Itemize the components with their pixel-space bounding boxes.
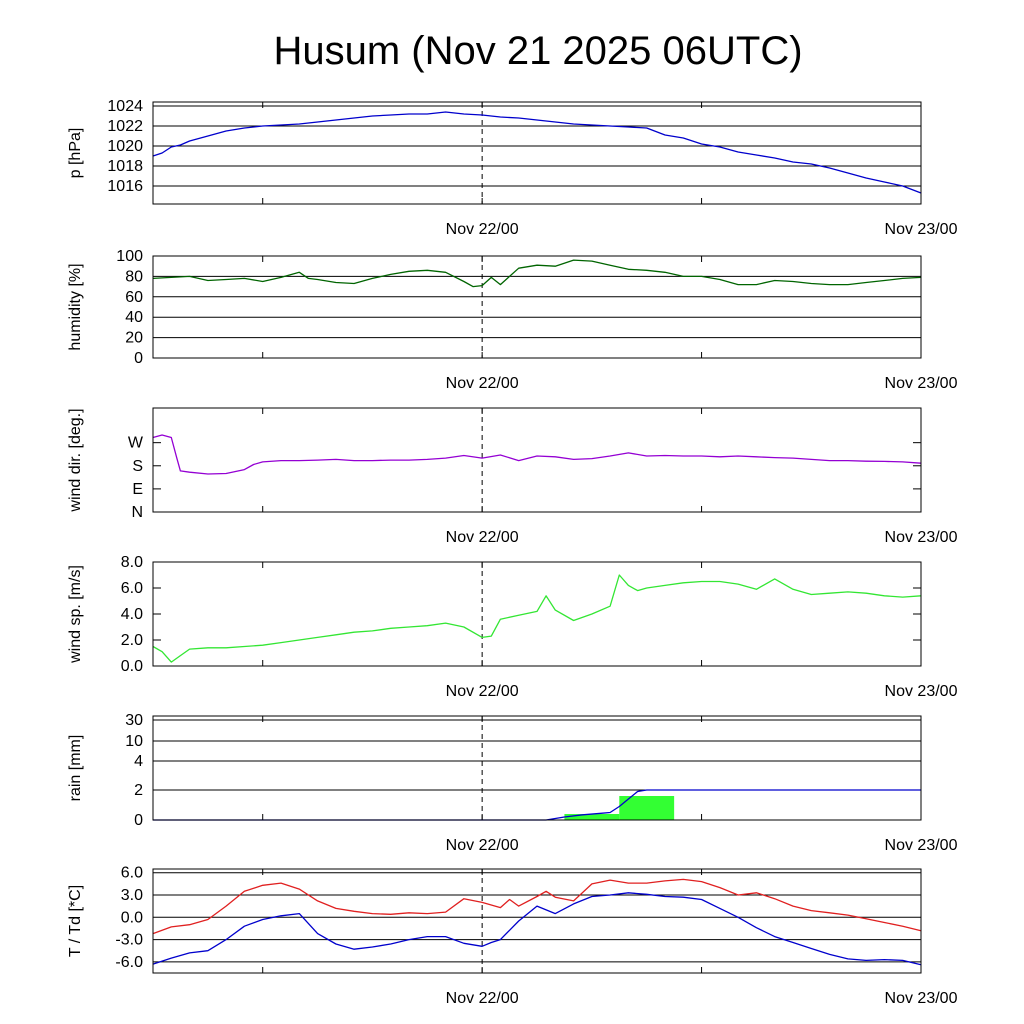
panel-temperature: -6.0 -3.0 0.0 3.0 6.0 T / Td [*C] Nov 22/00 Nov… bbox=[67, 865, 958, 1007]
y-tick-label: 4.0 bbox=[121, 606, 143, 623]
y-tick-label: N bbox=[131, 504, 143, 521]
x-tick-label: Nov 22/00 bbox=[446, 990, 519, 1007]
plot-frame bbox=[152, 255, 922, 359]
y-tick-label: -6.0 bbox=[115, 954, 143, 971]
x-tick-label: Nov 22/00 bbox=[446, 837, 519, 854]
y-tick-label: 100 bbox=[116, 248, 143, 265]
x-tick-label: Nov 23/00 bbox=[885, 990, 958, 1007]
y-tick-label: 0.0 bbox=[121, 658, 143, 675]
y-tick-label: 1018 bbox=[107, 158, 143, 175]
y-tick-label: E bbox=[132, 481, 143, 498]
y-tick-label: 6.0 bbox=[121, 865, 143, 882]
series-line-temperature-0 bbox=[152, 878, 922, 935]
panel-pressure: 1016 1018 1020 1022 1024 p [hPa] Nov 22/00 Nov … bbox=[67, 98, 958, 238]
y-tick-label: 20 bbox=[125, 330, 143, 347]
y-tick-label: 1022 bbox=[107, 118, 143, 135]
chart-title: Husum (Nov 21 2025 06UTC) bbox=[273, 29, 802, 73]
x-tick-label: Nov 22/00 bbox=[446, 375, 519, 392]
plot-frame bbox=[152, 868, 922, 974]
x-tick-label: Nov 22/00 bbox=[446, 529, 519, 546]
y-tick-label: 1016 bbox=[107, 178, 143, 195]
panel-wind_speed: 0.0 2.0 4.0 6.0 8.0 wind sp. [m/s] Nov 22/00 No… bbox=[67, 554, 958, 700]
series-line-rain-0 bbox=[153, 789, 921, 821]
y-tick-label: 1020 bbox=[107, 138, 143, 155]
y-tick-label: S bbox=[132, 458, 143, 475]
y-axis-label: rain [mm] bbox=[67, 735, 84, 802]
y-tick-label: 4 bbox=[134, 753, 143, 770]
y-tick-label: 0 bbox=[134, 350, 143, 367]
y-tick-label: 60 bbox=[125, 289, 143, 306]
plot-frame bbox=[152, 715, 922, 821]
y-tick-label: W bbox=[128, 435, 144, 452]
y-tick-label: 0 bbox=[134, 812, 143, 829]
x-tick-label: Nov 23/00 bbox=[885, 529, 958, 546]
y-tick-label: 0.0 bbox=[121, 909, 143, 926]
y-axis-label: wind dir. [deg.] bbox=[67, 408, 84, 512]
x-tick-label: Nov 23/00 bbox=[885, 683, 958, 700]
y-tick-label: -3.0 bbox=[115, 932, 143, 949]
plot-frame bbox=[152, 561, 922, 667]
y-tick-label: 10 bbox=[125, 733, 143, 750]
y-axis-label: humidity [%] bbox=[67, 263, 84, 350]
rain-bar bbox=[564, 814, 620, 820]
plot-frame bbox=[152, 101, 922, 205]
series-line-wind_speed-0 bbox=[152, 574, 922, 663]
series-line-pressure-0 bbox=[152, 111, 922, 194]
series-line-wind_dir-0 bbox=[152, 434, 922, 475]
y-tick-label: 40 bbox=[125, 309, 143, 326]
y-tick-label: 1024 bbox=[107, 98, 143, 115]
y-tick-label: 80 bbox=[125, 268, 143, 285]
rain-bar bbox=[619, 796, 675, 820]
x-tick-label: Nov 22/00 bbox=[446, 683, 519, 700]
y-tick-label: 2 bbox=[134, 782, 143, 799]
panel-humidity: 0 20 40 60 80 100 humidity [%] Nov 22/00 Nov 23/… bbox=[67, 248, 958, 392]
y-tick-label: 30 bbox=[125, 712, 143, 729]
y-axis-label: p [hPa] bbox=[67, 128, 84, 179]
y-tick-label: 6.0 bbox=[121, 580, 143, 597]
plot-frame bbox=[152, 407, 922, 513]
panel-rain: 0 2 4 10 30 rain [mm] Nov 22/00 Nov 23/00 bbox=[67, 712, 958, 854]
y-axis-label: T / Td [*C] bbox=[67, 885, 84, 957]
series-line-humidity-0 bbox=[152, 259, 922, 288]
x-tick-label: Nov 22/00 bbox=[446, 221, 519, 238]
x-tick-label: Nov 23/00 bbox=[885, 221, 958, 238]
y-axis-label: wind sp. [m/s] bbox=[67, 565, 84, 664]
y-tick-label: 2.0 bbox=[121, 632, 143, 649]
series-line-temperature-1 bbox=[152, 892, 922, 966]
x-tick-label: Nov 23/00 bbox=[885, 375, 958, 392]
x-tick-label: Nov 23/00 bbox=[885, 837, 958, 854]
y-tick-label: 3.0 bbox=[121, 887, 143, 904]
y-tick-label: 8.0 bbox=[121, 554, 143, 571]
